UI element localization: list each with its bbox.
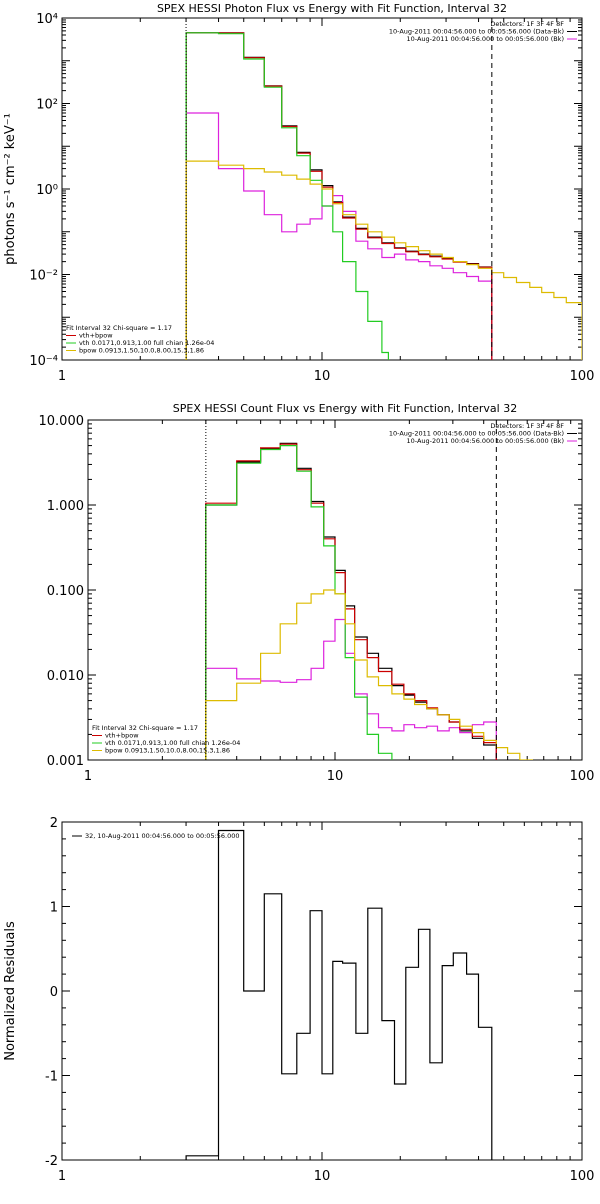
y-tick-label: 10²	[36, 98, 58, 113]
background-series	[185, 112, 493, 360]
y-tick-label: 0.100	[47, 584, 84, 599]
y-tick-label: 10.000	[39, 414, 85, 429]
powerlaw-fit-series	[205, 589, 545, 760]
x-tick-label: 1	[58, 1169, 66, 1184]
legend-top-right-text: 10-Aug-2011 00:04:56.000 to 00:05:56.000…	[407, 35, 564, 43]
legend-bottom-left-text: vth 0.0171,0.913,1.00 full chian 1.26e-0…	[79, 339, 214, 347]
x-tick-label: 100	[570, 369, 595, 384]
chart-title: SPEX HESSI Count Flux vs Energy with Fit…	[173, 402, 517, 415]
legend-bottom-left-text: Fit Interval 32 Chi-square = 1.17	[66, 324, 172, 332]
legend-bottom-left-text: bpow 0.0913,1.50,10.0,8.00,15.3,1.86	[105, 747, 230, 755]
x-tick-label: 100	[570, 1169, 595, 1184]
legend-top-right-text: Detectors: 1F 3F 4F 8F	[490, 422, 564, 430]
x-tick-label: 100	[570, 769, 595, 784]
legend-bottom-left-text: vth+bpow	[79, 332, 113, 340]
x-tick-label: 10	[314, 369, 331, 384]
chart-title: SPEX HESSI Photon Flux vs Energy with Fi…	[157, 2, 507, 15]
y-tick-label: 1	[50, 901, 58, 916]
y-tick-label: 1.000	[47, 499, 84, 514]
y-tick-label: 10⁻⁴	[29, 354, 58, 369]
legend-top-right-text: 10-Aug-2011 00:04:56.000 to 00:05:56.000…	[389, 28, 564, 36]
series-group	[185, 32, 582, 360]
thermal-fit-series	[205, 445, 393, 760]
y-tick-label: 0.001	[47, 754, 84, 769]
x-tick-label: 10	[327, 769, 344, 784]
legend-bottom-left-text: vth+bpow	[105, 732, 139, 740]
y-tick-label: 0.010	[47, 669, 84, 684]
legend-bottom-left-text: bpow 0.0913,1.50,10.0,8.00,15.3,1.86	[79, 347, 204, 355]
y-tick-label: -1	[45, 1070, 58, 1085]
legend-top-right-text: Detectors: 1F 3F 4F 8F	[490, 20, 564, 28]
y-tick-label: 10⁻²	[29, 269, 58, 284]
background-series	[205, 618, 497, 760]
series-group	[205, 442, 545, 760]
data-series	[205, 442, 497, 760]
y-axis-label: Normalized Residuals	[3, 921, 18, 1061]
y-tick-label: 2	[50, 816, 58, 831]
thermal-fit-series	[185, 32, 389, 360]
photon-flux-panel: SPEX HESSI Photon Flux vs Energy with Fi…	[3, 2, 594, 384]
legend-top-left-text: 32, 10-Aug-2011 00:04:56.000 to 00:05:56…	[85, 832, 240, 840]
x-tick-label: 1	[58, 369, 66, 384]
y-tick-label: 0	[50, 985, 58, 1000]
y-tick-label: -2	[45, 1154, 58, 1169]
total-fit-series	[185, 32, 493, 360]
y-axis-label: photons s⁻¹ cm⁻² keV⁻¹	[3, 113, 18, 265]
y-tick-label: 10⁰	[36, 183, 58, 198]
legend-top-right-text: 10-Aug-2011 00:04:56.000 to 00:05:56.000…	[407, 437, 564, 445]
legend-bottom-left-text: Fit Interval 32 Chi-square = 1.17	[92, 724, 198, 732]
y-tick-label: 10⁴	[36, 12, 58, 27]
count-flux-panel: SPEX HESSI Count Flux vs Energy with Fit…	[39, 402, 595, 784]
x-tick-label: 1	[84, 769, 92, 784]
x-tick-label: 10	[314, 1169, 331, 1184]
series-group	[185, 829, 493, 1160]
residuals-panel: 1 10 100 -2 -1 0 1 2 Normalized Residuals 32, 10-…	[3, 816, 594, 1184]
legend-top-right-text: 10-Aug-2011 00:04:56.000 to 00:05:56.000…	[389, 430, 564, 438]
residual-series	[185, 829, 493, 1160]
data-series	[185, 32, 493, 360]
powerlaw-fit-series	[185, 160, 582, 360]
total-fit-series	[205, 443, 497, 760]
legend-bottom-left-text: vth 0.0171,0.913,1.00 full chian 1.26e-0…	[105, 739, 240, 747]
